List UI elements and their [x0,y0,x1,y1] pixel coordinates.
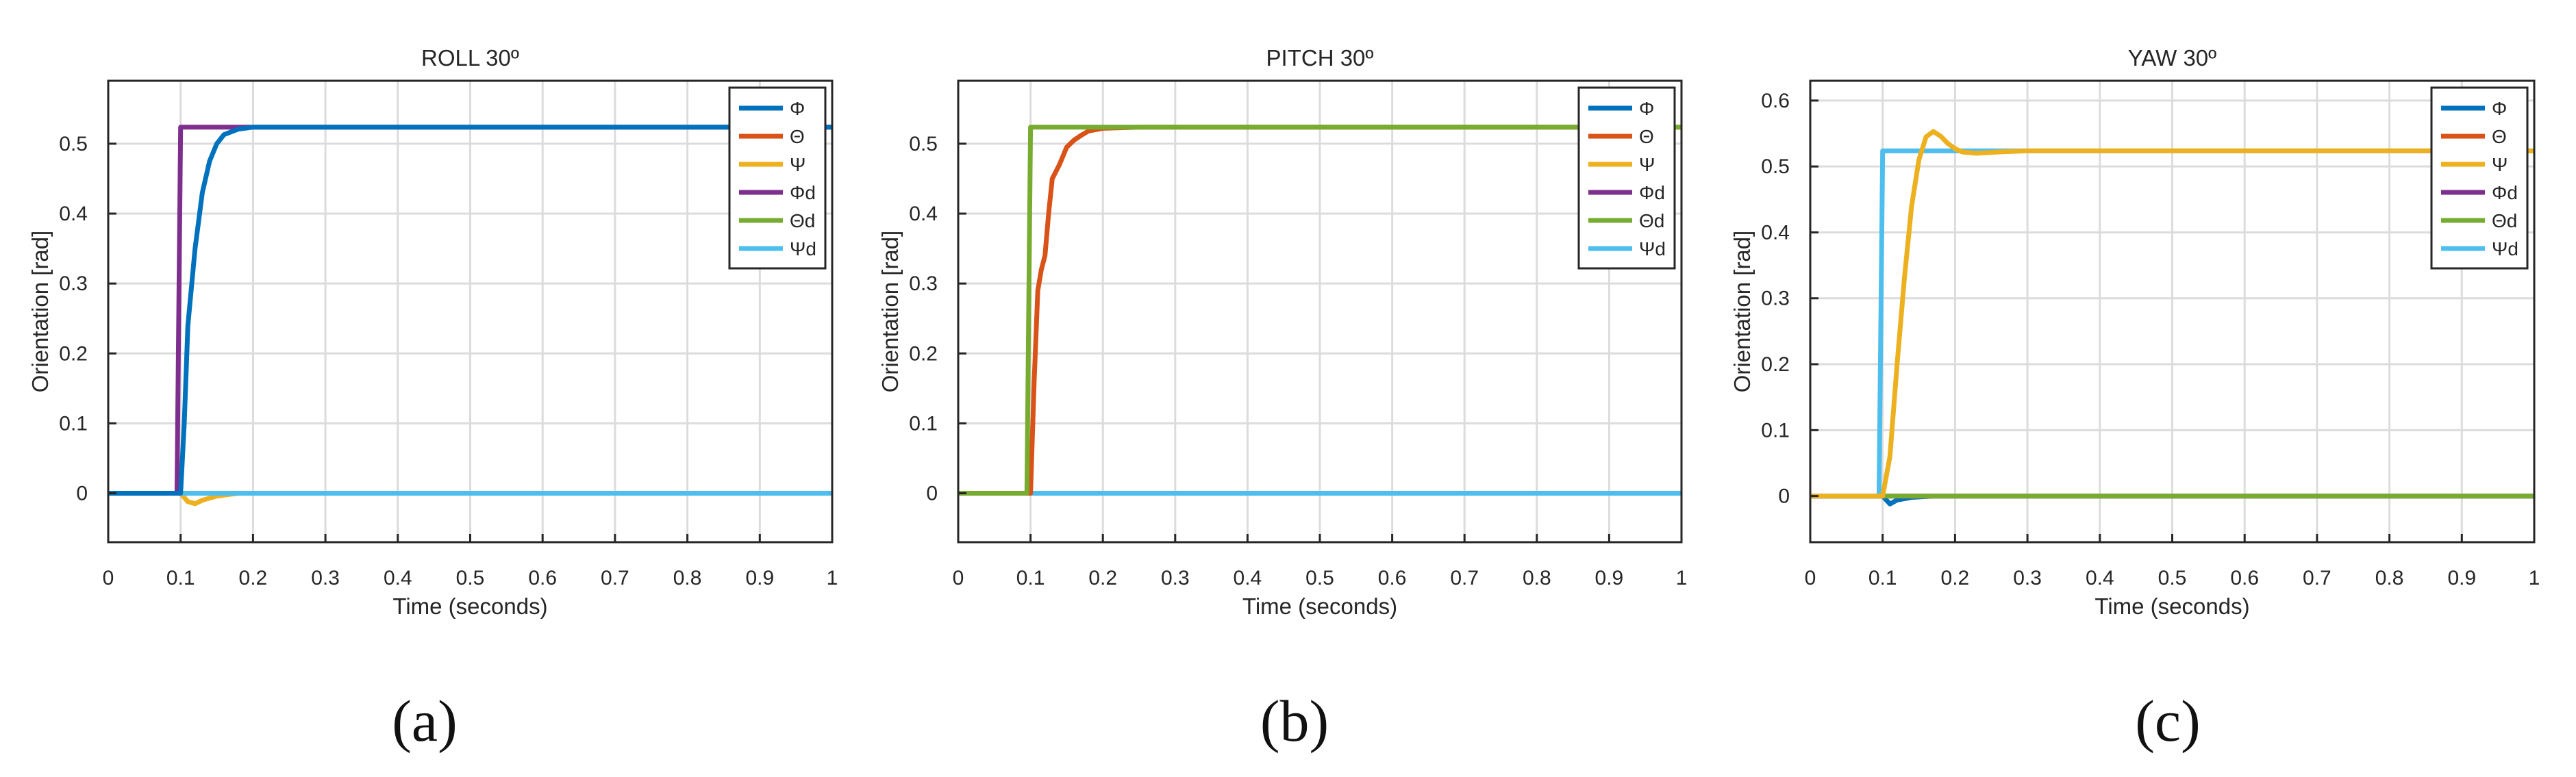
panel-label-b: (b) [1260,688,1329,754]
roll-ytick-label-5: 0.5 [59,133,88,155]
roll-xtick-label-2: 0.2 [239,567,268,589]
roll-x-axis-label: Time (seconds) [392,594,547,619]
yaw-xtick-label-1: 0.1 [1868,567,1897,589]
yaw-xtick-label-4: 0.4 [2086,567,2114,589]
pitch-xtick-label-4: 0.4 [1234,567,1262,589]
pitch-legend-label-1: Θ [1639,126,1654,147]
yaw-chart-panel: 0 0.1 0.2 0.3 0.4 0.5 0.6 0.7 0.8 0.9 1 0 0.1 0.2 0.3 0… [1729,45,2540,619]
pitch-ytick-label-2: 0.2 [909,342,938,365]
pitch-xtick-label-2: 0.2 [1088,567,1117,589]
roll-chart-title: ROLL 30º [421,45,519,71]
roll-chart-panel: 0 0.1 0.2 0.3 0.4 0.5 0.6 0.7 0.8 0.9 1 0 0.1 0.2 0.3 0… [27,45,838,619]
pitch-legend-label-3: Φd [1639,182,1665,203]
yaw-legend-label-1: Θ [2492,126,2507,147]
yaw-x-axis-label: Time (seconds) [2094,594,2249,619]
yaw-ytick-label-3: 0.3 [1761,288,1790,310]
yaw-legend: ΦΘΨ Φd Θd Ψd [2430,86,2529,270]
roll-ytick-label-0: 0 [76,483,88,505]
panel-label-a: (a) [392,688,457,754]
roll-legend-label-1: Θ [790,126,805,147]
yaw-chart-title: YAW 30º [2128,45,2216,71]
pitch-x-axis-label: Time (seconds) [1242,594,1397,619]
yaw-xtick-label-3: 0.3 [2013,567,2042,589]
pitch-legend: ΦΘΨ Φd Θd Ψd [1577,86,1676,270]
roll-ytick-label-2: 0.2 [59,342,88,365]
pitch-xtick-label-6: 0.6 [1378,567,1407,589]
pitch-legend-label-0: Φ [1639,98,1654,119]
yaw-xtick-label-5: 0.5 [2158,567,2187,589]
roll-ytick-label-3: 0.3 [59,272,88,295]
yaw-xtick-label-7: 0.7 [2303,567,2331,589]
pitch-xtick-label-1: 0.1 [1016,567,1045,589]
yaw-ytick-label-2: 0.2 [1761,353,1790,376]
pitch-xtick-label-8: 0.8 [1523,567,1551,589]
pitch-series-line-5 [958,125,1681,496]
pitch-xtick-label-10: 1 [1676,567,1688,589]
roll-xtick-label-1: 0.1 [166,567,195,589]
roll-legend-label-4: Θd [790,210,815,231]
roll-y-axis-label: Orientation [rad] [27,231,53,393]
pitch-xtick-label-3: 0.3 [1161,567,1190,589]
yaw-series-line-5 [1810,129,2534,499]
yaw-legend-label-4: Θd [2492,210,2517,231]
yaw-xtick-label-10: 1 [2529,567,2540,589]
yaw-legend-label-3: Φd [2492,182,2518,203]
yaw-xtick-label-2: 0.2 [1941,567,1970,589]
roll-legend-label-3: Φd [790,182,816,203]
roll-series-line-5 [108,125,832,496]
roll-legend-label-0: Φ [790,98,805,119]
pitch-ytick-label-4: 0.4 [909,203,938,225]
roll-xtick-label-0: 0 [103,567,114,589]
yaw-legend-box [2430,86,2529,270]
pitch-xtick-label-0: 0 [953,567,964,589]
pitch-legend-label-4: Θd [1639,210,1664,231]
pitch-legend-box [1577,86,1676,270]
roll-xtick-label-3: 0.3 [311,567,340,589]
yaw-xtick-label-9: 0.9 [2447,567,2476,589]
panel-label-c: (c) [2135,688,2200,754]
roll-xtick-label-5: 0.5 [456,567,485,589]
pitch-legend-label-2: Ψ [1639,154,1655,175]
yaw-legend-label-5: Ψd [2492,238,2518,259]
roll-legend-box [728,86,827,270]
pitch-chart-panel: 0 0.1 0.2 0.3 0.4 0.5 0.6 0.7 0.8 0.9 1 0 0.1 0.2 0.3 0… [877,45,1687,619]
roll-ytick-label-1: 0.1 [59,412,88,435]
pitch-ytick-label-5: 0.5 [909,133,938,155]
roll-xtick-label-6: 0.6 [528,567,557,589]
yaw-legend-label-0: Φ [2492,98,2507,119]
yaw-ytick-label-5: 0.5 [1761,155,1790,178]
roll-xtick-label-7: 0.7 [601,567,629,589]
roll-legend-label-5: Ψd [790,238,816,259]
yaw-xtick-label-8: 0.8 [2375,567,2404,589]
roll-ytick-label-4: 0.4 [59,203,88,225]
yaw-ytick-label-1: 0.1 [1761,419,1790,442]
yaw-ytick-label-6: 0.6 [1761,90,1790,112]
pitch-xtick-label-7: 0.7 [1450,567,1479,589]
yaw-ytick-label-0: 0 [1778,485,1790,508]
yaw-ytick-label-4: 0.4 [1761,221,1790,244]
pitch-y-axis-label: Orientation [rad] [877,231,903,393]
roll-xtick-label-4: 0.4 [384,567,412,589]
yaw-xtick-label-6: 0.6 [2230,567,2259,589]
pitch-chart-title: PITCH 30º [1266,45,1374,71]
roll-xtick-label-10: 1 [827,567,838,589]
pitch-ytick-label-0: 0 [926,483,938,505]
pitch-ytick-label-3: 0.3 [909,272,938,295]
pitch-xtick-label-9: 0.9 [1595,567,1624,589]
pitch-legend-label-5: Ψd [1639,238,1666,259]
roll-legend-label-2: Ψ [790,154,805,175]
yaw-xtick-label-0: 0 [1805,567,1816,589]
roll-xtick-label-9: 0.9 [745,567,774,589]
yaw-y-axis-label: Orientation [rad] [1729,231,1755,393]
yaw-legend-label-2: Ψ [2492,154,2508,175]
pitch-ytick-label-1: 0.1 [909,412,938,435]
roll-legend: ΦΘΨ Φd Θd Ψd [728,86,827,270]
pitch-series-line-4 [958,125,1681,496]
roll-xtick-label-8: 0.8 [673,567,702,589]
pitch-xtick-label-5: 0.5 [1305,567,1334,589]
